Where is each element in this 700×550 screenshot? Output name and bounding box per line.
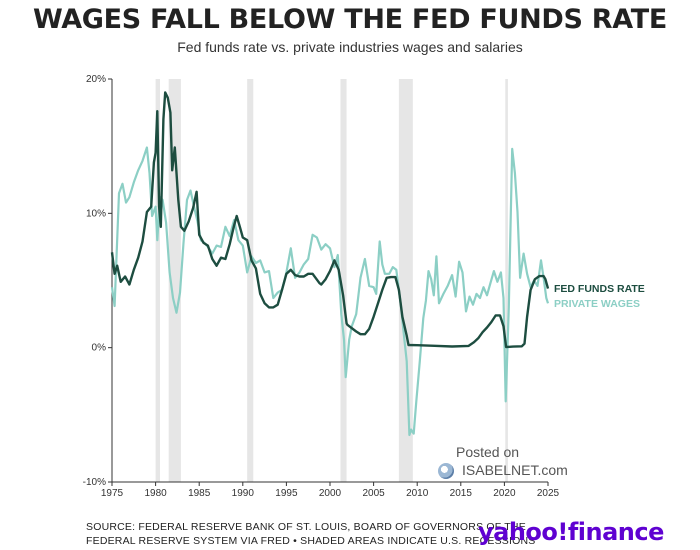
x-tick-label-5: 2000 — [319, 488, 342, 499]
recession-band-5 — [505, 79, 508, 482]
watermark-posted: Posted on — [456, 444, 520, 460]
series-line-fed-funds-rate — [110, 91, 550, 349]
series-label-private-wages: PRIVATE WAGES — [554, 298, 640, 310]
source-line-2: FEDERAL RESERVE SYSTEM VIA FRED • SHADED… — [86, 535, 536, 547]
watermark-brand: ISABELNET.com — [462, 462, 568, 478]
x-tick-label-10: 2025 — [537, 488, 560, 499]
logo-finance: finance — [567, 518, 665, 546]
chart-subtitle: Fed funds rate vs. private industries wa… — [177, 39, 523, 55]
x-tick-label-2: 1985 — [188, 488, 211, 499]
source-note: SOURCE: FEDERAL RESERVE BANK OF ST. LOUI… — [86, 520, 535, 548]
yahoo-finance-logo: yahoo!finance — [478, 518, 664, 546]
recession-band-2 — [247, 79, 254, 482]
x-tick-label-6: 2005 — [362, 488, 385, 499]
recession-band-4 — [398, 79, 413, 482]
series-line-private-wages — [110, 146, 550, 437]
x-tick-label-7: 2010 — [406, 488, 429, 499]
y-tick-label-1: 0% — [92, 343, 107, 354]
x-tick-label-1: 1980 — [144, 488, 167, 499]
y-tick-label-0: -10% — [83, 477, 106, 488]
x-tick-label-9: 2020 — [493, 488, 516, 499]
logo-yahoo: yahoo! — [478, 518, 568, 546]
x-tick-label-0: 1975 — [101, 488, 124, 499]
x-tick-label-4: 1995 — [275, 488, 298, 499]
y-tick-label-3: 20% — [86, 74, 106, 85]
x-tick-label-8: 2015 — [450, 488, 473, 499]
recession-band-3 — [340, 79, 347, 482]
source-line-1: SOURCE: FEDERAL RESERVE BANK OF ST. LOUI… — [86, 521, 526, 533]
chart-title: WAGES FALL BELOW THE FED FUNDS RATE — [32, 4, 668, 35]
series-label-fed-funds-rate: FED FUNDS RATE — [554, 283, 645, 295]
y-tick-label-2: 10% — [86, 208, 106, 219]
isabelnet-logo-icon — [438, 463, 454, 479]
x-tick-label-3: 1990 — [232, 488, 255, 499]
recession-band-0 — [155, 79, 160, 482]
